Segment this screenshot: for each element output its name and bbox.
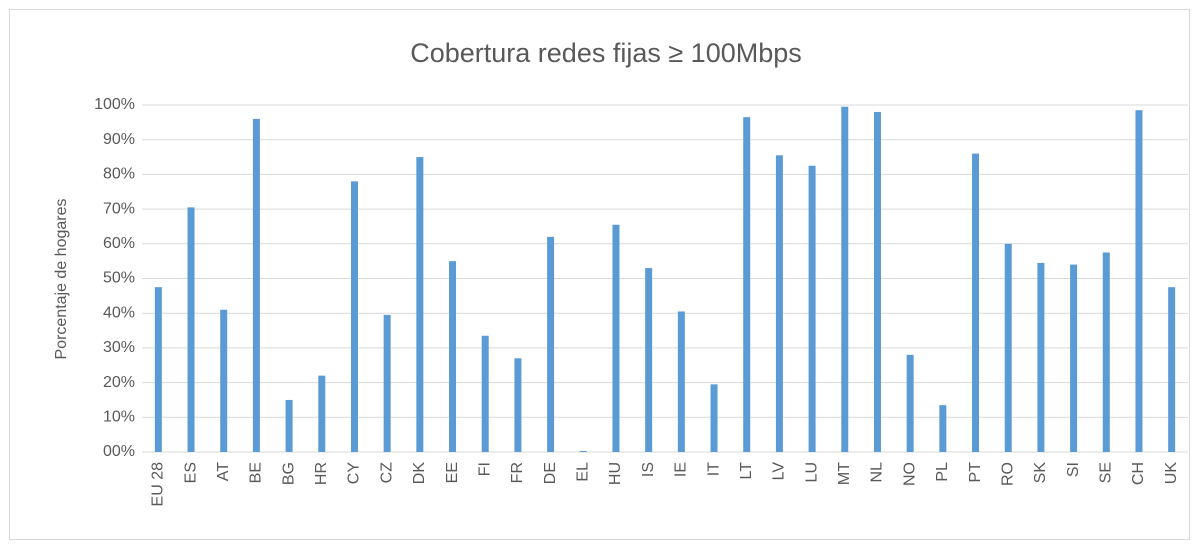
x-tick-label: ES xyxy=(182,462,199,483)
x-tick-label: SK xyxy=(1032,462,1049,484)
x-tick-label: HR xyxy=(313,462,330,485)
x-tick-label: FI xyxy=(476,462,493,476)
bar xyxy=(710,384,718,452)
x-tick-label: CZ xyxy=(378,462,395,484)
bar xyxy=(841,106,849,453)
x-tick-label: BE xyxy=(248,462,265,483)
y-tick-label: 50% xyxy=(103,270,135,287)
bar xyxy=(1102,252,1110,452)
y-tick-label: 70% xyxy=(103,200,135,217)
x-tick-label: LT xyxy=(738,462,755,480)
y-tick-label: 40% xyxy=(103,304,135,321)
bar xyxy=(187,207,195,452)
y-tick-label: 30% xyxy=(103,339,135,356)
x-tick-label: AT xyxy=(215,462,232,481)
x-tick-label: EL xyxy=(575,462,592,482)
x-tick-label: PL xyxy=(934,462,951,482)
x-tick-label: FR xyxy=(509,462,526,483)
y-tick-label: 10% xyxy=(103,409,135,426)
y-tick-label: 90% xyxy=(103,131,135,148)
bar xyxy=(481,335,489,452)
x-tick-label: NL xyxy=(869,462,886,483)
bar xyxy=(547,236,555,452)
x-tick-label: NO xyxy=(901,462,918,486)
bar xyxy=(318,375,326,452)
bar xyxy=(939,405,947,452)
y-tick-label: 00% xyxy=(103,443,135,460)
bar xyxy=(1168,287,1176,452)
y-tick-label: 20% xyxy=(103,374,135,391)
bar xyxy=(1135,110,1143,452)
bar xyxy=(514,358,522,452)
y-tick-label: 80% xyxy=(103,166,135,183)
bar xyxy=(252,118,260,452)
bar xyxy=(154,287,162,452)
x-tick-label: UK xyxy=(1163,462,1180,485)
x-tick-label: EE xyxy=(444,462,461,483)
y-tick-label: 100% xyxy=(94,96,135,113)
x-tick-label: IE xyxy=(673,462,690,477)
bar xyxy=(873,111,881,452)
x-tick-label: LU xyxy=(803,462,820,482)
bar xyxy=(743,117,751,453)
bar xyxy=(808,165,816,452)
bar xyxy=(972,153,980,452)
bar xyxy=(579,450,587,452)
bar xyxy=(416,157,424,453)
bar xyxy=(350,181,358,452)
x-tick-label: EU 28 xyxy=(150,462,167,507)
x-tick-label: DE xyxy=(542,462,559,484)
x-tick-label: SE xyxy=(1098,462,1115,483)
x-tick-label: LV xyxy=(771,462,788,481)
x-tick-label: CY xyxy=(346,462,363,485)
bar xyxy=(220,309,228,452)
x-tick-label: HU xyxy=(607,462,624,485)
x-tick-label: SI xyxy=(1065,462,1082,477)
bar xyxy=(906,354,914,452)
bar xyxy=(1004,243,1012,452)
bar xyxy=(677,311,685,452)
bar xyxy=(449,261,457,452)
chart-title: Cobertura redes fijas ≥ 100Mbps xyxy=(410,38,802,68)
x-tick-label: PT xyxy=(967,462,984,483)
x-tick-label: IT xyxy=(705,462,722,476)
bar xyxy=(1037,262,1045,452)
x-tick-label: RO xyxy=(999,462,1016,486)
chart-frame xyxy=(9,9,1190,540)
x-tick-label: BG xyxy=(280,462,297,485)
bar xyxy=(612,224,620,452)
bar xyxy=(645,268,653,452)
x-tick-label: MT xyxy=(836,462,853,485)
bar xyxy=(285,399,293,452)
bar xyxy=(383,314,391,452)
y-tick-label: 60% xyxy=(103,235,135,252)
x-tick-label: CH xyxy=(1130,462,1147,485)
bar xyxy=(775,155,783,452)
x-tick-label: IS xyxy=(640,462,657,477)
bar xyxy=(1070,264,1078,452)
x-tick-label: DK xyxy=(411,462,428,485)
y-axis-label: Porcentaje de hogares xyxy=(53,199,70,360)
